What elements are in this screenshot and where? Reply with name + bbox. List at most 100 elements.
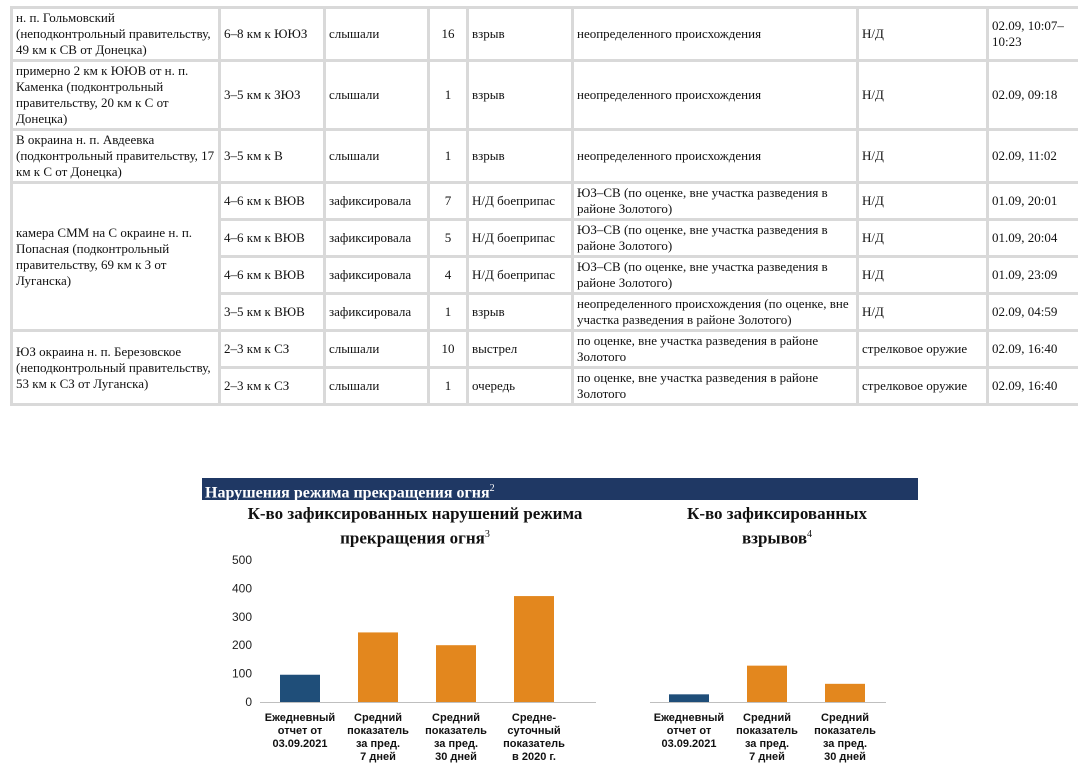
distance-cell: 3–5 км к В: [221, 131, 323, 181]
chart-explosions-footnote: 4: [807, 529, 813, 540]
x-tick-label: Ежедневный отчет от 03.09.2021: [654, 712, 724, 750]
count-cell: 5: [430, 221, 466, 255]
type-cell: взрыв: [469, 9, 571, 59]
direction-cell: по оценке, вне участка разведения в райо…: [574, 369, 856, 403]
distance-cell: 2–3 км к СЗ: [221, 332, 323, 366]
observations-table-container: н. п. Гольмовский (неподконтрольный прав…: [10, 6, 1078, 406]
time-cell: 02.09, 11:02: [989, 131, 1078, 181]
direction-cell: неопределенного происхождения (по оценке…: [574, 295, 856, 329]
bar: [825, 683, 865, 702]
type-cell: Н/Д боеприпас: [469, 184, 571, 218]
section-banner: Нарушения режима прекращения огня2: [202, 478, 918, 502]
distance-cell: 4–6 км к ВЮВ: [221, 184, 323, 218]
bar: [747, 665, 787, 702]
mode-cell: зафиксировала: [326, 221, 427, 255]
distance-cell: 3–5 км к ВЮВ: [221, 295, 323, 329]
type-cell: Н/Д боеприпас: [469, 221, 571, 255]
type-cell: выстрел: [469, 332, 571, 366]
x-tick-label: Средний показатель за пред. 30 дней: [814, 712, 876, 763]
section-footnote: 2: [489, 483, 495, 494]
direction-cell: ЮЗ–СВ (по оценке, вне участка разведения…: [574, 221, 856, 255]
time-cell: 02.09, 04:59: [989, 295, 1078, 329]
bar: [358, 632, 398, 702]
mode-cell: зафиксировала: [326, 295, 427, 329]
table-row: ЮЗ окраина н. п. Березовское (неподконтр…: [13, 332, 1078, 403]
direction-cell: ЮЗ–СВ (по оценке, вне участка разведения…: [574, 184, 856, 218]
type-cell: очередь: [469, 369, 571, 403]
mode-cell: зафиксировала: [326, 258, 427, 292]
bar: [669, 694, 709, 702]
x-tick-label: Средний показатель за пред. 7 дней: [736, 712, 798, 763]
weapon-cell: Н/Д: [859, 131, 986, 181]
table-row: 4–6 км к ВЮВ зафиксировала 5 Н/Д боеприпас Ю…: [13, 221, 1078, 255]
location-cell: камера СММ на С окраине н. п. Попасная (…: [13, 184, 218, 329]
table-row: камера СММ на С окраине н. п. Попасная (…: [13, 184, 1078, 329]
direction-cell: неопределенного происхождения: [574, 62, 856, 128]
count-cell: 1: [430, 62, 466, 128]
direction-cell: ЮЗ–СВ (по оценке, вне участка разведения…: [574, 258, 856, 292]
time-cell: 01.09, 23:09: [989, 258, 1078, 292]
time-cell: 02.09, 10:07–10:23: [989, 9, 1078, 59]
distance-cell: 4–6 км к ВЮВ: [221, 221, 323, 255]
count-cell: 16: [430, 9, 466, 59]
table-row: 2–3 км к СЗ слышали 1 очередь по оценке, вне…: [13, 369, 1078, 403]
time-cell: 02.09, 16:40: [989, 332, 1078, 366]
table-row: 4–6 км к ВЮВ зафиксировала 4 Н/Д боеприпас Ю…: [13, 258, 1078, 292]
weapon-cell: Н/Д: [859, 9, 986, 59]
table-row: н. п. Гольмовский (неподконтрольный прав…: [13, 9, 1078, 59]
y-tick-label: 500: [232, 553, 252, 567]
weapon-cell: Н/Д: [859, 258, 986, 292]
chart-violations-title: К-во зафиксированных нарушений режима пр…: [210, 503, 620, 549]
weapon-cell: Н/Д: [859, 221, 986, 255]
direction-cell: по оценке, вне участка разведения в райо…: [574, 332, 856, 366]
time-cell: 01.09, 20:01: [989, 184, 1078, 218]
count-cell: 1: [430, 131, 466, 181]
chart-violations-title-text: К-во зафиксированных нарушений режима пр…: [247, 504, 583, 548]
weapon-cell: стрелковое оружие: [859, 332, 986, 366]
type-cell: взрыв: [469, 295, 571, 329]
chart-violations-footnote: 3: [484, 529, 490, 540]
y-tick-label: 300: [232, 610, 252, 624]
distance-cell: 6–8 км к ЮЮЗ: [221, 9, 323, 59]
section-title: Нарушения режима прекращения огня: [205, 484, 490, 502]
x-tick-label: Ежедневный отчет от 03.09.2021: [265, 712, 335, 750]
observations-table: н. п. Гольмовский (неподконтрольный прав…: [10, 6, 1078, 406]
table-row: примерно 2 км к ЮЮВ от н. п. Каменка (по…: [13, 62, 1078, 128]
distance-cell: 4–6 км к ВЮВ: [221, 258, 323, 292]
bar: [436, 645, 476, 702]
weapon-cell: Н/Д: [859, 184, 986, 218]
chart-explosions-title: К-во зафиксированных взрывов4: [652, 503, 902, 549]
y-tick-label: 0: [245, 695, 252, 709]
count-cell: 4: [430, 258, 466, 292]
direction-cell: неопределенного происхождения: [574, 9, 856, 59]
mode-cell: слышали: [326, 9, 427, 59]
weapon-cell: стрелковое оружие: [859, 369, 986, 403]
mode-cell: слышали: [326, 62, 427, 128]
location-cell: н. п. Гольмовский (неподконтрольный прав…: [13, 9, 218, 59]
location-cell: примерно 2 км к ЮЮВ от н. п. Каменка (по…: [13, 62, 218, 128]
x-tick-label: Средний показатель за пред. 7 дней: [347, 712, 409, 763]
time-cell: 02.09, 09:18: [989, 62, 1078, 128]
mode-cell: слышали: [326, 131, 427, 181]
type-cell: взрыв: [469, 62, 571, 128]
x-tick-label: Средний показатель за пред. 30 дней: [425, 712, 487, 763]
type-cell: Н/Д боеприпас: [469, 258, 571, 292]
mode-cell: зафиксировала: [326, 184, 427, 218]
location-cell: В окраина н. п. Авдеевка (подконтрольный…: [13, 131, 218, 181]
distance-cell: 2–3 км к СЗ: [221, 369, 323, 403]
count-cell: 1: [430, 369, 466, 403]
count-cell: 1: [430, 295, 466, 329]
table-row: В окраина н. п. Авдеевка (подконтрольный…: [13, 131, 1078, 181]
y-tick-label: 200: [232, 638, 252, 652]
x-tick-label: Средне-суточный показатель в 2020 г.: [503, 712, 565, 763]
bar: [280, 674, 320, 702]
time-cell: 02.09, 16:40: [989, 369, 1078, 403]
count-cell: 7: [430, 184, 466, 218]
weapon-cell: Н/Д: [859, 62, 986, 128]
distance-cell: 3–5 км к ЗЮЗ: [221, 62, 323, 128]
table-row: 3–5 км к ВЮВ зафиксировала 1 взрыв неопредел…: [13, 295, 1078, 329]
count-cell: 10: [430, 332, 466, 366]
y-tick-label: 400: [232, 581, 252, 595]
time-cell: 01.09, 20:04: [989, 221, 1078, 255]
